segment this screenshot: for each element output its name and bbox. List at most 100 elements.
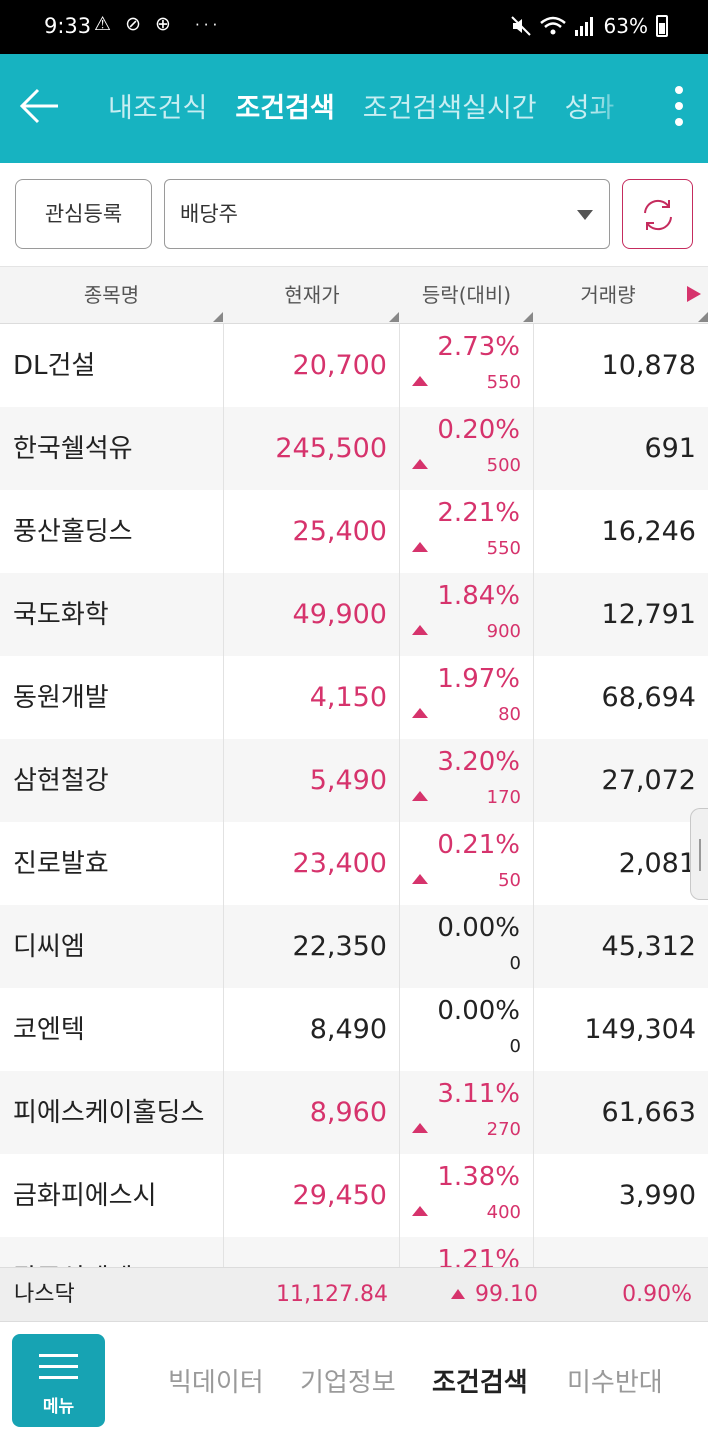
- change-rate: 0.00%: [437, 996, 520, 1026]
- column-header-change[interactable]: 등락(대비): [421, 283, 512, 307]
- trade-volume: 2,081: [618, 848, 696, 879]
- trade-volume: 61,663: [601, 1097, 696, 1128]
- column-header-volume[interactable]: 거래량: [580, 283, 636, 307]
- change-amount: 400: [486, 1202, 521, 1223]
- up-arrow-icon: [412, 791, 428, 801]
- index-value: 11,127.84: [276, 1282, 388, 1307]
- up-arrow-icon: [412, 625, 428, 635]
- add-watchlist-button[interactable]: 관심등록: [15, 179, 152, 249]
- trade-volume: 149,304: [584, 1014, 696, 1045]
- up-arrow-icon: [412, 708, 428, 718]
- stock-name: 피에스케이홀딩스: [13, 1097, 205, 1128]
- stock-price: 4,150: [309, 682, 387, 713]
- table-row[interactable]: 진로발효 23,400 0.21% 50 2,081: [0, 822, 708, 905]
- back-arrow-icon[interactable]: [18, 84, 62, 128]
- refresh-icon: [644, 199, 672, 231]
- more-options-icon[interactable]: [664, 86, 694, 132]
- index-ticker[interactable]: 나스닥 11,127.84 99.10 0.90%: [0, 1267, 708, 1322]
- table-row[interactable]: 피에스케이홀딩스 8,960 3.11% 270 61,663: [0, 1071, 708, 1154]
- column-divider: [533, 324, 534, 1267]
- index-rate: 0.90%: [622, 1282, 692, 1307]
- menu-button[interactable]: 메뉴: [12, 1334, 105, 1427]
- nav-big-data[interactable]: 빅데이터: [168, 1368, 264, 1398]
- stock-price: 33,400: [226, 1237, 387, 1267]
- sort-icon: [523, 312, 533, 322]
- table-header: 종목명 현재가 등락(대비) 거래량: [0, 266, 708, 324]
- table-row[interactable]: 디씨엠 22,350 0.00% 0 45,312: [0, 905, 708, 988]
- trade-volume: 27,072: [601, 765, 696, 796]
- stock-name: 광주신세계: [13, 1237, 213, 1268]
- column-header-price[interactable]: 현재가: [284, 283, 340, 307]
- stock-name: 한국쉘석유: [13, 433, 133, 464]
- notification-icons: ⚠ ⊘ ⊕ ···: [94, 13, 221, 35]
- change-amount: 80: [498, 704, 521, 725]
- change-rate: 1.38%: [437, 1162, 520, 1192]
- change-rate: 1.97%: [437, 664, 520, 694]
- stock-name: 동원개발: [13, 682, 109, 713]
- stock-name: 금화피에스시: [13, 1180, 157, 1211]
- scroll-right-icon[interactable]: [687, 286, 701, 302]
- index-name: 나스닥: [14, 1282, 75, 1307]
- up-arrow-icon: [412, 1123, 428, 1133]
- stock-price: 25,400: [292, 516, 387, 547]
- more-notifications-icon: ···: [195, 16, 222, 34]
- hamburger-icon: [39, 1354, 78, 1357]
- table-row[interactable]: 한국쉘석유 245,500 0.20% 500 691: [0, 407, 708, 490]
- battery-percent: 63%: [603, 14, 648, 38]
- tab-condition-search[interactable]: 조건검색: [235, 93, 335, 124]
- tab-realtime-search[interactable]: 조건검색실시간: [362, 93, 537, 124]
- table-row[interactable]: 코엔텍 8,490 0.00% 0 149,304: [0, 988, 708, 1071]
- stock-price: 5,490: [309, 765, 387, 796]
- stock-name: 삼현철강: [13, 765, 109, 796]
- nav-unsettled-margin[interactable]: 미수반대: [567, 1368, 663, 1398]
- condition-select[interactable]: 배당주: [164, 179, 610, 249]
- stock-name: 코엔텍: [13, 1014, 85, 1045]
- stock-name: 풍산홀딩스: [13, 516, 133, 547]
- stock-price: 20,700: [292, 350, 387, 381]
- signal-icon: [574, 17, 593, 36]
- table-row[interactable]: 동원개발 4,150 1.97% 80 68,694: [0, 656, 708, 739]
- change-rate: 0.00%: [437, 913, 520, 943]
- stock-name: 디씨엠: [13, 931, 85, 962]
- trade-volume: 16,246: [601, 516, 696, 547]
- side-panel-handle[interactable]: [690, 808, 708, 900]
- menu-label: 메뉴: [42, 1397, 75, 1417]
- table-row[interactable]: 국도화학 49,900 1.84% 900 12,791: [0, 573, 708, 656]
- change-amount: 0: [509, 953, 521, 974]
- table-row[interactable]: 풍산홀딩스 25,400 2.21% 550 16,246: [0, 490, 708, 573]
- change-rate: 3.20%: [437, 747, 520, 777]
- trade-volume: 45,312: [601, 931, 696, 962]
- nav-company-info[interactable]: 기업정보: [300, 1368, 396, 1398]
- change-amount: 550: [486, 372, 521, 393]
- stock-price: 245,500: [275, 433, 387, 464]
- up-arrow-icon: [412, 542, 428, 552]
- stock-price: 8,490: [309, 1014, 387, 1045]
- change-rate: 2.21%: [437, 498, 520, 528]
- trade-volume: 12,791: [601, 599, 696, 630]
- change-amount: 900: [486, 621, 521, 642]
- tab-my-conditions[interactable]: 내조건식: [108, 93, 208, 124]
- change-rate: 0.21%: [437, 830, 520, 860]
- column-header-name[interactable]: 종목명: [83, 283, 140, 307]
- table-row[interactable]: DL건설 20,700 2.73% 550 10,878: [0, 324, 708, 407]
- stock-price: 23,400: [292, 848, 387, 879]
- change-rate: 1.21%: [437, 1245, 520, 1267]
- trade-volume: 691: [644, 433, 696, 464]
- stock-price: 22,350: [292, 931, 387, 962]
- refresh-button[interactable]: [622, 179, 693, 249]
- trade-volume: 68,694: [601, 682, 696, 713]
- stock-price: 8,960: [309, 1097, 387, 1128]
- stock-price: 29,450: [292, 1180, 387, 1211]
- change-rate: 1.84%: [437, 581, 520, 611]
- status-bar: 9:33 ⚠ ⊘ ⊕ ··· 63%: [0, 0, 708, 54]
- nav-condition-search[interactable]: 조건검색: [432, 1368, 528, 1398]
- condition-tabs: 내조건식조건검색조건검색실시간성과: [108, 54, 628, 163]
- stock-list: DL건설 20,700 2.73% 550 10,878 한국쉘석유 245,500 0.20…: [0, 324, 708, 1267]
- trade-volume: 10,878: [601, 350, 696, 381]
- table-row[interactable]: 삼현철강 5,490 3.20% 170 27,072: [0, 739, 708, 822]
- column-divider: [399, 324, 400, 1267]
- table-row[interactable]: 금화피에스시 29,450 1.38% 400 3,990: [0, 1154, 708, 1237]
- dropdown-arrow-icon: [577, 210, 593, 220]
- up-arrow-icon: [412, 874, 428, 884]
